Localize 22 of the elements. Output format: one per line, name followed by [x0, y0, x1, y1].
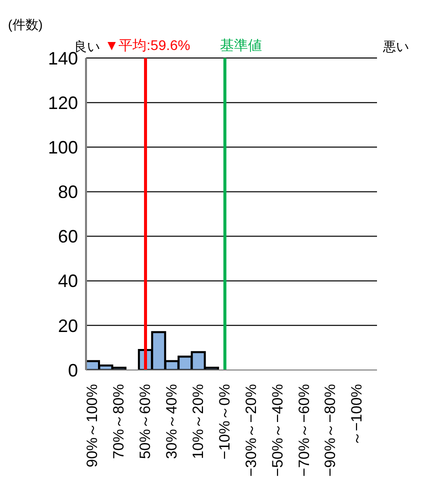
- y-tick-label: 60: [58, 226, 78, 247]
- x-tick-label: −90%～−80%: [322, 384, 340, 477]
- x-tick-label: −10%～0%: [216, 384, 234, 460]
- x-tick-label: 30%～40%: [163, 384, 180, 460]
- y-tick-label: 40: [58, 271, 78, 292]
- x-tick-label: −50%～−40%: [269, 384, 286, 477]
- y-tick-label: 20: [58, 316, 78, 336]
- y-tick-label: 100: [48, 138, 78, 158]
- y-tick-label: 0: [68, 360, 78, 380]
- y-axis-title: (件数): [8, 16, 43, 34]
- x-tick-label: −70%～−60%: [296, 384, 313, 477]
- y-tick-label: 80: [58, 182, 78, 202]
- x-tick-label: 90%～100%: [84, 384, 102, 468]
- text: 悪い: [383, 38, 409, 56]
- x-tick-label: ～−100%: [348, 384, 366, 446]
- ref-line-label: ▼平均:59.6%: [104, 37, 190, 53]
- ref-line-label: 基準値: [220, 37, 262, 53]
- x-tick-label: 10%～20%: [190, 384, 207, 460]
- x-tick-label: 70%～80%: [110, 384, 128, 460]
- x-tick-label: −30%～−20%: [242, 384, 260, 477]
- x-tick-label: 50%～60%: [137, 384, 154, 460]
- y-tick-label: 120: [48, 92, 78, 113]
